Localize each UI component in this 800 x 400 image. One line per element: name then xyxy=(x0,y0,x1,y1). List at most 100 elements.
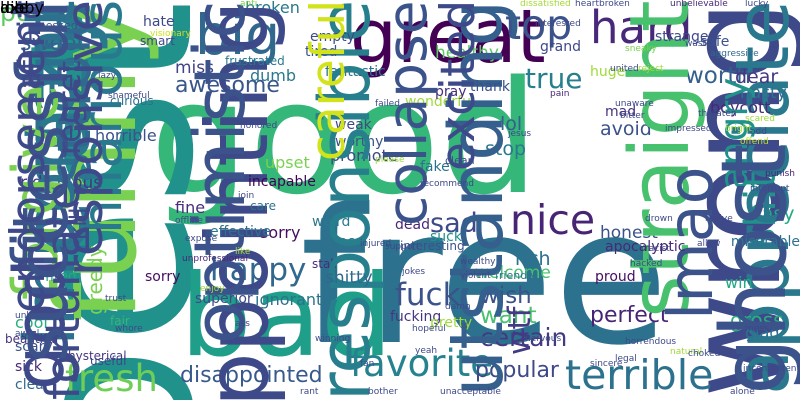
word-racist: racist xyxy=(645,244,670,254)
word-natural: natural xyxy=(670,347,703,357)
word-join: join xyxy=(238,191,255,201)
word-sneaky: sneaky xyxy=(625,44,657,54)
word-wealthy: wealthy xyxy=(460,257,496,267)
word-impressed: impressed xyxy=(665,124,712,134)
word-expose: expose xyxy=(185,234,218,244)
word-fair: fair xyxy=(110,314,130,328)
word-fuck: fuck xyxy=(395,277,461,313)
word-revive: revive xyxy=(705,214,733,224)
word-ghost: ghost xyxy=(702,143,800,395)
word-mess: mess xyxy=(745,324,769,334)
word-worth: worth xyxy=(685,63,751,89)
word-fired: fired xyxy=(45,269,77,285)
word-offline: offline xyxy=(175,216,203,226)
word-legal: legal xyxy=(615,354,637,364)
word-wtf: wtf xyxy=(502,306,538,355)
word-apocalyptic: apocalyptic xyxy=(605,239,686,255)
word-broken: broken xyxy=(245,0,300,17)
word-nasty: nasty xyxy=(740,83,787,103)
word-safe: safe xyxy=(700,34,730,50)
word-sorry-2: sorry xyxy=(145,269,181,285)
word-odd: odd xyxy=(750,127,767,137)
word-fake: fake xyxy=(420,159,450,175)
word-pain: pain xyxy=(550,89,570,99)
word-bother: bother xyxy=(368,387,398,397)
word-fresh: fresh xyxy=(65,357,158,400)
word-incapable: incapable xyxy=(248,174,316,190)
word-unbelievable: unbelievable xyxy=(670,0,728,9)
word-drown: drown xyxy=(645,214,673,224)
word-shitty: shitty xyxy=(325,268,373,288)
word-dumb: dumb xyxy=(250,66,297,85)
word-hysterical: hysterical xyxy=(68,349,127,363)
word-fantastic: fantastic xyxy=(325,64,386,80)
word-gross: gross xyxy=(730,308,784,332)
word-fucking: fucking xyxy=(390,309,442,325)
word-cancel: cancel xyxy=(322,234,368,250)
word-big: big xyxy=(195,3,281,67)
word-poor: poor xyxy=(0,0,57,27)
word-mad: mad xyxy=(605,104,637,120)
word-glad: glad xyxy=(745,323,780,342)
word-ridiculous: ridiculous xyxy=(20,173,103,193)
word-curious: curious xyxy=(110,94,154,108)
word-trust: trust xyxy=(105,294,127,304)
word-horrendous: horrendous xyxy=(625,337,677,347)
word-good: good xyxy=(150,47,539,229)
word-punish: punish xyxy=(765,169,796,179)
word-awesome: awesome xyxy=(175,73,280,98)
word-die: die xyxy=(0,0,25,17)
word-heartbroken: heartbroken xyxy=(575,0,630,9)
word-effective: effective xyxy=(210,224,271,240)
word-collapse: collapse xyxy=(375,0,439,226)
word-welcome: welcome xyxy=(475,263,551,283)
word-scary: scary xyxy=(15,339,53,355)
word-incompetent: incompetent xyxy=(743,364,800,374)
word-unprofessional: unprofessional xyxy=(182,254,248,264)
word-failed: failed xyxy=(375,99,400,109)
word-honored: honored xyxy=(240,121,278,131)
word-aggressive: aggressive xyxy=(710,49,759,59)
word-terrible: terrible xyxy=(565,351,714,399)
word-visionary: visionary xyxy=(150,29,191,39)
word-true: true xyxy=(525,62,583,95)
word-superior: superior xyxy=(195,291,253,307)
word-excited: excited xyxy=(431,0,486,172)
word-clean: clean xyxy=(445,154,475,167)
word-yeah: yeah xyxy=(415,346,438,356)
word-friendly: friendly xyxy=(495,269,537,282)
word-lazy: lazy xyxy=(98,71,117,81)
word-anti: anti xyxy=(240,0,258,9)
word-please: please xyxy=(375,155,405,165)
word-awful: awful xyxy=(15,329,40,339)
word-stall: stall xyxy=(312,257,337,271)
word-united: united xyxy=(610,64,639,74)
word-recommend: recommend xyxy=(420,179,474,189)
word-strange: strange xyxy=(655,29,709,45)
word-upset: upset xyxy=(265,153,310,172)
word-support: support xyxy=(385,242,420,252)
word-interesting: interesting xyxy=(400,239,465,253)
word-jesus: jesus xyxy=(508,129,532,139)
word-reject: reject xyxy=(638,64,664,74)
word-clear: clear xyxy=(15,377,50,393)
word-grand: grand xyxy=(540,39,581,55)
word-hopeful: hopeful xyxy=(412,324,446,334)
word-ignorant: ignorant xyxy=(255,290,323,309)
word-ass: ass xyxy=(235,319,250,329)
word-sincere: sincere xyxy=(590,359,623,369)
word-sorry: sorry xyxy=(260,223,301,242)
word-allow: allow xyxy=(697,239,721,249)
word-scared: scared xyxy=(745,114,775,124)
word-bright: bright xyxy=(725,124,752,134)
word-careful: careful xyxy=(301,0,356,162)
word-sweet: sweet xyxy=(20,31,86,56)
word-alone: alone xyxy=(730,387,755,397)
word-choked: choked xyxy=(688,349,721,359)
word-popular: popular xyxy=(475,358,559,383)
word-unacceptable: unacceptable xyxy=(440,387,501,397)
word-weird: weird xyxy=(312,214,351,230)
word-like: like xyxy=(235,247,251,257)
word-honest: honest xyxy=(600,223,658,243)
